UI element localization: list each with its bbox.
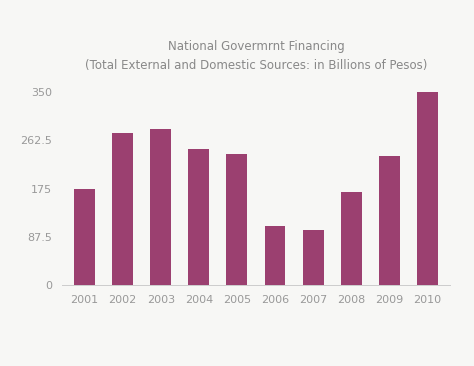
Bar xyxy=(112,133,133,285)
Title: National Govermrnt Financing
(Total External and Domestic Sources: in Billions o: National Govermrnt Financing (Total Exte… xyxy=(85,40,427,72)
Bar xyxy=(417,92,438,285)
Bar xyxy=(379,156,400,285)
Bar xyxy=(188,149,210,285)
Bar xyxy=(227,154,247,285)
Bar xyxy=(264,226,285,285)
Bar xyxy=(150,129,171,285)
Bar xyxy=(341,193,362,285)
Bar xyxy=(74,188,95,285)
Bar xyxy=(302,230,324,285)
